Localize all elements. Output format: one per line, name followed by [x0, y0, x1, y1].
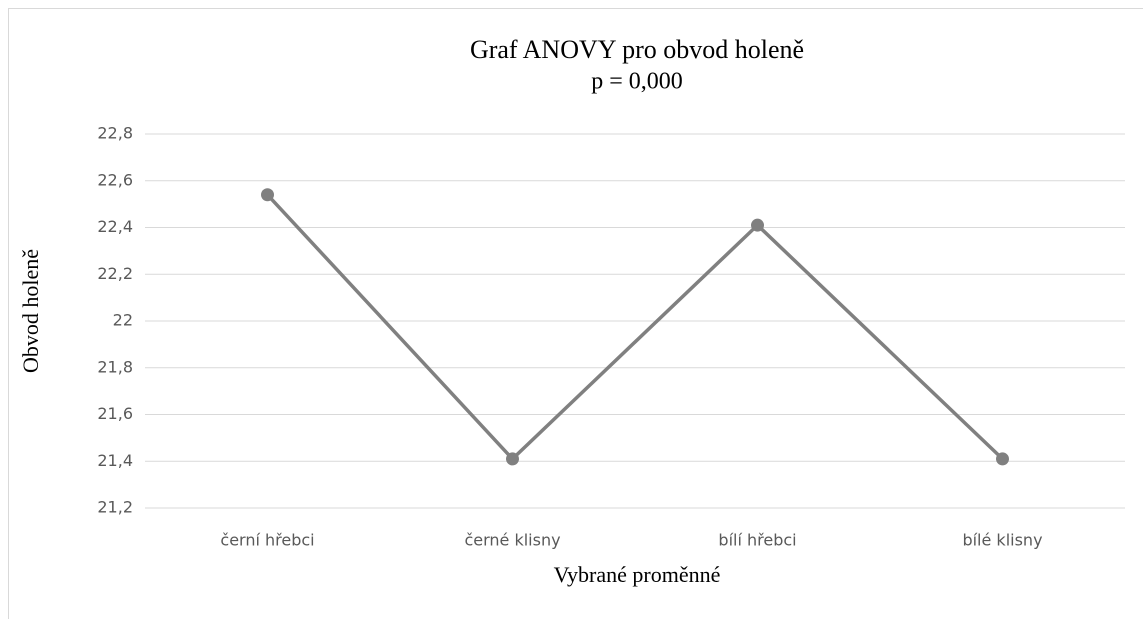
x-tick-label: bílé klisny [962, 531, 1042, 550]
marker [261, 188, 274, 202]
y-tick-label: 21,8 [97, 357, 133, 376]
marker [996, 452, 1009, 466]
y-tick-label: 22,4 [97, 217, 133, 236]
chart-subtitle: p = 0,000 [591, 69, 683, 95]
x-tick-label: bílí hřebci [718, 531, 796, 550]
y-tick-label: 22,8 [97, 124, 133, 143]
y-tick-label: 22,2 [97, 264, 133, 283]
marker [506, 452, 519, 466]
y-tick-label: 22 [113, 311, 133, 330]
y-tick-label: 21,6 [97, 404, 133, 423]
chart-title: Graf ANOVY pro obvod holeně [470, 35, 804, 64]
marker [751, 218, 764, 232]
line [266, 193, 1004, 462]
y-tick-label: 22,6 [97, 170, 133, 189]
y-axis-label: Obvod holeně [18, 249, 43, 373]
y-tick-label: 21,4 [97, 451, 133, 470]
x-tick-label: černí hřebci [220, 531, 314, 550]
x-tick-label: černé klisny [464, 531, 560, 550]
chart-border [8, 8, 1143, 619]
x-axis-label: Vybrané proměnné [554, 562, 721, 587]
y-tick-label: 21,2 [97, 498, 133, 517]
